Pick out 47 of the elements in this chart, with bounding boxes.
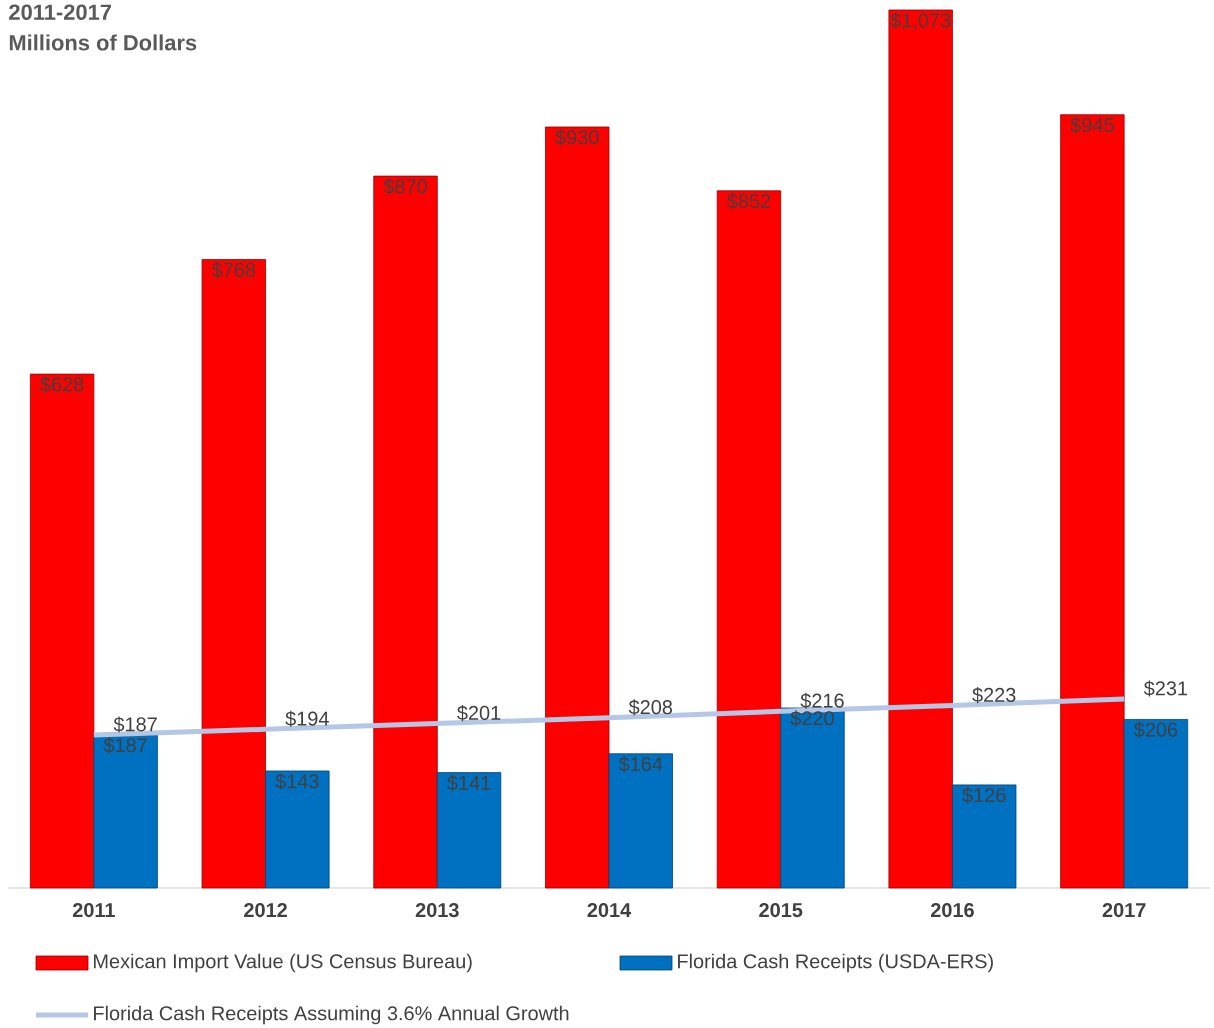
x-tick-label: 2017 <box>1102 903 1146 918</box>
bar <box>545 126 610 889</box>
bar <box>265 770 330 889</box>
data-label: $216 <box>800 692 844 709</box>
bar <box>436 772 502 889</box>
data-label: $231 <box>1143 680 1188 697</box>
bar <box>780 707 845 889</box>
x-tick-label: 2015 <box>759 903 803 918</box>
bar <box>373 175 438 889</box>
bar <box>952 784 1017 889</box>
data-label: $187 <box>113 716 157 733</box>
bar <box>1123 719 1189 889</box>
bar <box>716 190 782 889</box>
x-tick-label: 2011 <box>72 903 115 918</box>
text: Millions of Dollars <box>9 34 197 51</box>
data-label: $206 <box>1133 721 1178 738</box>
data-label: $194 <box>285 710 329 727</box>
data-label: $945 <box>1070 117 1114 134</box>
bar <box>93 734 158 889</box>
legend-label: Florida Cash Receipts Assuming 3.6% Annual Growth <box>94 1005 569 1025</box>
x-tick-label: 2014 <box>587 903 632 918</box>
bar <box>1060 114 1125 889</box>
bar <box>201 259 266 889</box>
x-tick-label: 2012 <box>244 903 287 918</box>
data-label: $220 <box>790 710 834 727</box>
data-label: $852 <box>727 193 771 210</box>
bar <box>608 753 673 889</box>
data-label: $628 <box>40 376 84 393</box>
data-label: $201 <box>457 705 501 722</box>
data-label: $187 <box>103 737 147 754</box>
x-tick-label: 2016 <box>930 903 974 918</box>
chart-title: 2011-2017 <box>9 4 112 20</box>
data-label: $143 <box>275 773 319 790</box>
x-tick-label: 2013 <box>415 903 459 918</box>
data-label: $141 <box>447 775 491 792</box>
data-label: $208 <box>628 699 673 716</box>
data-label: $768 <box>211 261 256 279</box>
data-label: $164 <box>618 756 663 773</box>
bar <box>888 9 953 889</box>
data-label: $223 <box>972 687 1016 704</box>
legend-label: Mexican Import Value (US Census Bureau) <box>94 953 472 973</box>
bar <box>29 373 95 889</box>
data-label: $1,073 <box>890 12 951 30</box>
data-label: $126 <box>962 787 1006 804</box>
data-label: $930 <box>555 129 599 146</box>
data-label: $870 <box>383 178 427 195</box>
legend-label: Florida Cash Receipts (USDA-ERS) <box>678 953 993 973</box>
